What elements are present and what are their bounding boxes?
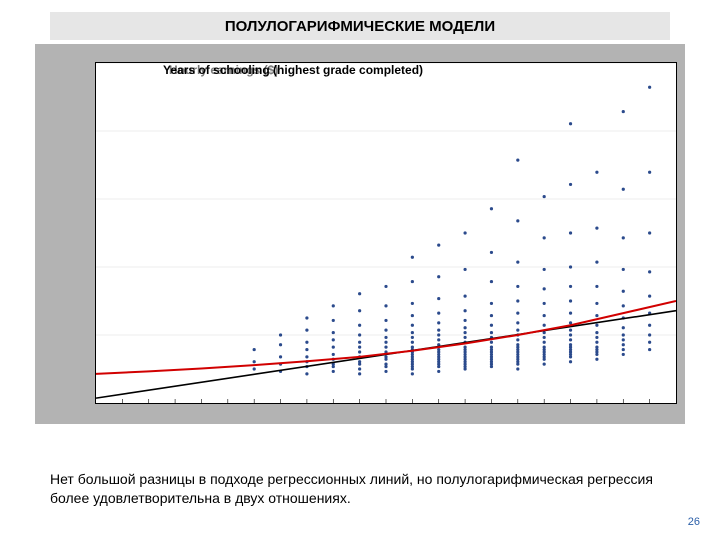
page-number: 26 (688, 516, 700, 528)
chart-svg (96, 63, 676, 403)
title-bar: ПОЛУЛОГАРИФМИЧЕСКИЕ МОДЕЛИ (50, 12, 670, 40)
chart-frame: 810 Hourly earnings ($) Years of schooli… (35, 44, 685, 424)
caption-text: Нет большой разницы в подходе регрессион… (50, 470, 670, 508)
axis-label-front: Years of schooling (highest grade comple… (163, 63, 423, 77)
chart-plot-area (95, 62, 677, 404)
page-title: ПОЛУЛОГАРИФМИЧЕСКИЕ МОДЕЛИ (225, 18, 495, 35)
